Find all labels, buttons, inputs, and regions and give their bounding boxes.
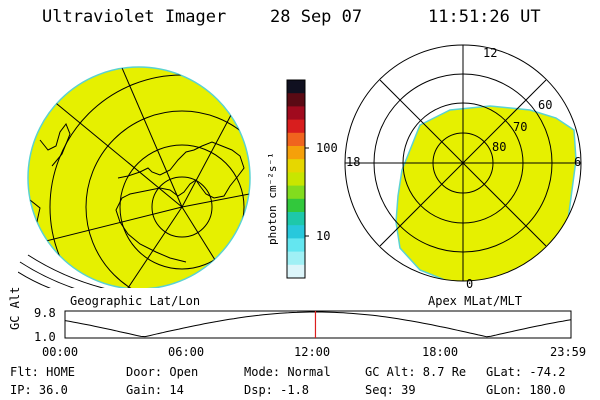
- time-tick-2359: 23:59: [550, 345, 587, 359]
- colorbar-unit-label: photon cm⁻²s⁻¹: [266, 152, 279, 245]
- altitude-curve: [64, 311, 572, 338]
- alt-tick-high: 9.8: [34, 306, 56, 320]
- colorbar-swatch: [287, 80, 305, 94]
- colorbar-swatch: [287, 119, 305, 134]
- flight-mode-label: Flt: HOME: [10, 365, 76, 379]
- geo-latitude-label: GLat: -74.2: [486, 365, 566, 379]
- time-label: 11:51:26 UT: [428, 7, 541, 27]
- gain-label: Gain: 14: [126, 383, 184, 397]
- colorbar-tick-10: 10: [316, 229, 331, 243]
- time-tick-0600: 06:00: [168, 345, 205, 359]
- colorbar-swatch: [287, 185, 305, 200]
- instrument-title: Ultraviolet Imager: [42, 7, 227, 27]
- altitude-plot-frame: [64, 310, 572, 339]
- mlt-label-18: 18: [346, 155, 361, 169]
- colorbar-swatch: [287, 212, 305, 226]
- colorbar-swatch: [287, 225, 305, 239]
- mlat-label-70: 70: [513, 120, 528, 134]
- mlat-label-60: 60: [538, 98, 553, 112]
- mlt-label-0: 0: [466, 277, 474, 291]
- colorbar-swatch: [287, 198, 305, 213]
- colorbar-swatch: [287, 264, 305, 279]
- date-label: 28 Sep 07: [270, 7, 363, 27]
- door-status-label: Door: Open: [126, 365, 199, 379]
- mlat-label-80: 80: [492, 140, 507, 154]
- alt-tick-low: 1.0: [34, 330, 56, 344]
- mode-label: Mode: Normal: [244, 365, 331, 379]
- dsp-label: Dsp: -1.8: [244, 383, 310, 397]
- colorbar-swatch: [287, 172, 305, 187]
- mlt-polar-panel: [344, 44, 582, 282]
- gc-altitude-label: GC Alt: 8.7 Re: [365, 365, 467, 379]
- auroral-emission-region: [395, 105, 577, 281]
- colorbar-swatch: [287, 132, 305, 147]
- mlt-label-6: 6: [574, 155, 582, 169]
- colorbar-tick-100: 100: [316, 141, 338, 155]
- mlt-label-12: 12: [483, 46, 498, 60]
- geographic-panel-label: Geographic Lat/Lon: [70, 294, 201, 308]
- colorbar-swatch: [287, 106, 305, 121]
- sequence-label: Seq: 39: [365, 383, 416, 397]
- time-tick-0000: 00:00: [42, 345, 79, 359]
- colorbar-swatch: [287, 251, 305, 266]
- colorbar-swatch: [287, 238, 305, 253]
- time-tick-1200: 12:00: [294, 345, 331, 359]
- gc-alt-axis-label: GC Alt: [8, 286, 22, 330]
- geo-longitude-label: GLon: 180.0: [486, 383, 566, 397]
- ip-label: IP: 36.0: [10, 383, 68, 397]
- colorbar-swatch: [287, 159, 305, 173]
- apex-panel-label: Apex MLat/MLT: [428, 294, 522, 308]
- colorbar-swatch: [287, 93, 305, 107]
- colorbar-swatch: [287, 146, 305, 160]
- geographic-emission-disk: [27, 66, 251, 288]
- intensity-colorbar: [287, 80, 305, 279]
- time-tick-1800: 18:00: [422, 345, 459, 359]
